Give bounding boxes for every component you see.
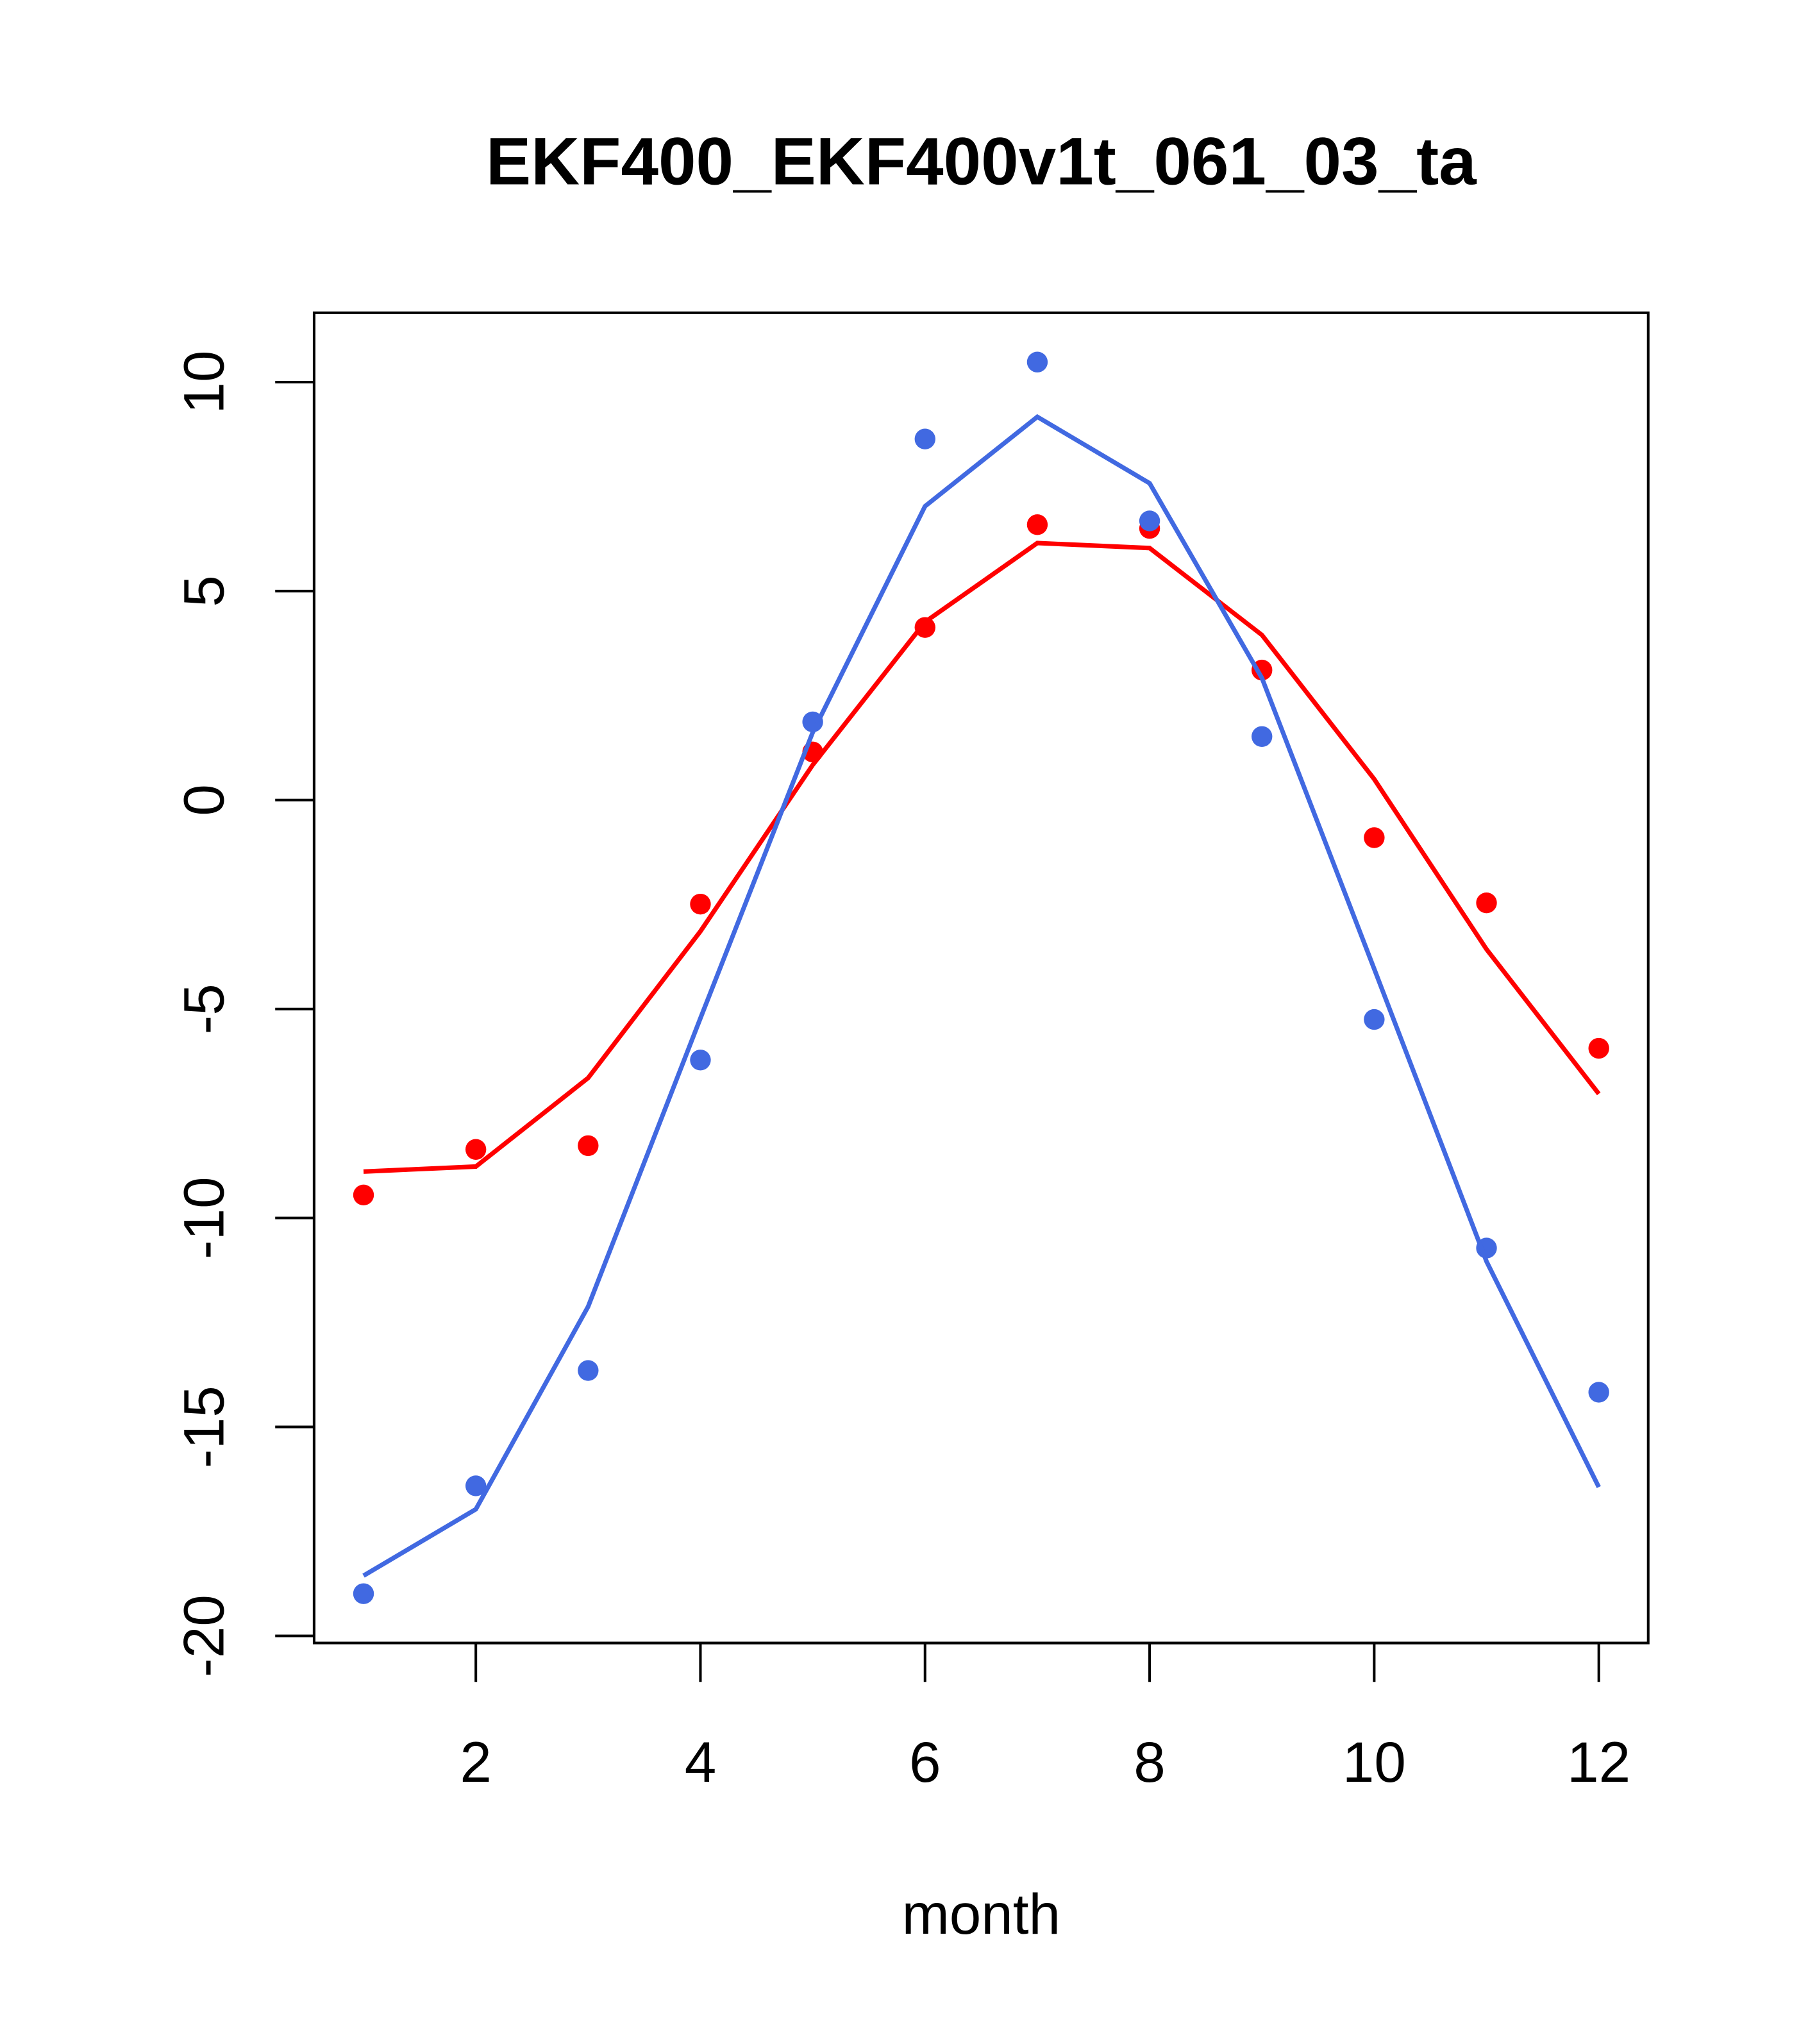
blue-point <box>353 1583 374 1604</box>
x-axis-label: month <box>902 1882 1061 1946</box>
blue-line <box>362 414 1601 1578</box>
x-tick-label: 10 <box>1343 1730 1406 1794</box>
y-axis: -20 -15 -10 -5 0 5 10 <box>171 350 315 1677</box>
red-line <box>363 540 1601 1174</box>
blue-point <box>1588 1382 1609 1403</box>
blue-point <box>1139 510 1160 532</box>
blue-point <box>1252 726 1273 747</box>
blue-point <box>578 1360 599 1381</box>
x-tick-label: 2 <box>460 1730 492 1794</box>
red-point <box>690 893 711 915</box>
x-tick-label: 8 <box>1134 1730 1166 1794</box>
blue-point <box>690 1050 711 1071</box>
y-tick-label: -20 <box>171 1595 235 1677</box>
blue-point <box>802 711 823 733</box>
red-point <box>1476 892 1497 914</box>
blue-point <box>914 428 935 449</box>
red-line-path <box>363 540 1601 1174</box>
red-point <box>1588 1037 1609 1059</box>
blue-line-path <box>362 414 1601 1578</box>
x-tick-label: 6 <box>909 1730 941 1794</box>
red-point <box>914 617 935 638</box>
x-tick-label: 12 <box>1567 1730 1630 1794</box>
red-point <box>1026 514 1048 535</box>
blue-point <box>1364 1009 1385 1030</box>
y-tick-label: -5 <box>171 984 235 1034</box>
y-tick-label: -10 <box>171 1177 235 1259</box>
y-tick-label: -15 <box>171 1386 235 1468</box>
red-point <box>578 1135 599 1157</box>
blue-point <box>465 1475 487 1496</box>
chart-title: EKF400_EKF400v1t_061_03_ta <box>486 124 1477 199</box>
y-tick-label: 5 <box>171 575 235 607</box>
red-point <box>1364 827 1385 848</box>
blue-point <box>1026 351 1048 373</box>
series-layer <box>353 351 1609 1604</box>
x-axis: 2 4 6 8 10 12 <box>460 1641 1630 1794</box>
x-tick-label: 4 <box>685 1730 717 1794</box>
y-tick-label: 0 <box>171 784 235 816</box>
red-point <box>353 1184 374 1205</box>
blue-points <box>353 351 1609 1604</box>
y-tick-label: 10 <box>171 350 235 414</box>
red-point <box>465 1139 487 1160</box>
